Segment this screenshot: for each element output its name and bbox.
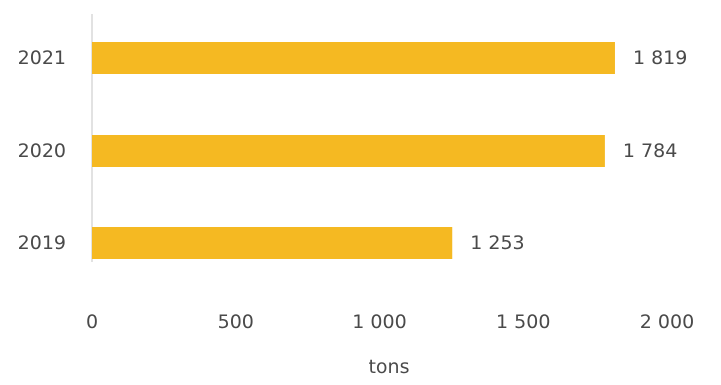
- category-label-2020: 2020: [18, 140, 66, 162]
- x-tick-label-1000: 1 000: [352, 311, 406, 333]
- x-tick-labels: 0 500 1 000 1 500 2 000: [86, 311, 694, 333]
- x-tick-label-2000: 2 000: [640, 311, 694, 333]
- bar-2021: [92, 42, 615, 74]
- x-axis-title: tons: [368, 356, 409, 378]
- category-labels: 2021 2020 2019: [18, 47, 66, 254]
- bar-2019: [92, 227, 453, 259]
- data-labels: 1 819 1 784 1 253: [470, 47, 687, 254]
- data-label-2019: 1 253: [470, 232, 524, 254]
- bars-group: [92, 42, 615, 259]
- x-tick-label-500: 500: [218, 311, 254, 333]
- data-label-2021: 1 819: [633, 47, 687, 69]
- x-tick-label-0: 0: [86, 311, 98, 333]
- category-label-2019: 2019: [18, 232, 66, 254]
- bar-2020: [92, 135, 605, 167]
- category-label-2021: 2021: [18, 47, 66, 69]
- x-tick-label-1500: 1 500: [496, 311, 550, 333]
- data-label-2020: 1 784: [623, 140, 677, 162]
